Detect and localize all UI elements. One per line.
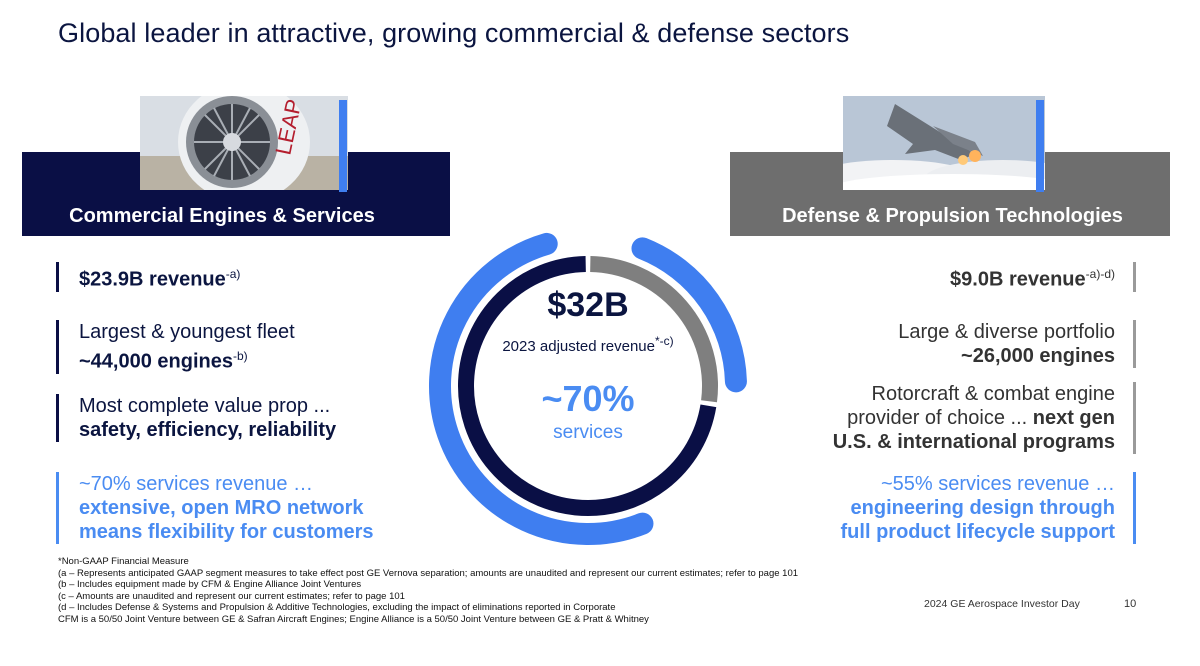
commercial-revenue-bullet: $23.9B revenue-a): [56, 262, 240, 292]
donut-defense-segment: [590, 256, 718, 403]
total-revenue-value: $32B: [547, 286, 629, 324]
defense-services-bullet: ~55% services revenue … engineering desi…: [841, 472, 1136, 544]
services-label: services: [553, 422, 623, 443]
fighter-jet-image: [843, 96, 1045, 190]
defense-revenue-bullet: $9.0B revenue-a)-d): [950, 262, 1136, 292]
jet-engine-image: LEAP: [140, 96, 348, 190]
footnote: (a – Represents anticipated GAAP segment…: [58, 567, 799, 579]
defense-header-title: Defense & Propulsion Technologies: [782, 205, 1123, 227]
donut-services-arc-lower: [429, 232, 654, 545]
defense-rotorcraft-bullet: Rotorcraft & combat engine provider of c…: [833, 382, 1136, 454]
footnote: *Non-GAAP Financial Measure: [58, 556, 189, 567]
image-accent-bar: [339, 100, 347, 192]
donut-services-arc: [631, 237, 747, 393]
commercial-header-title: Commercial Engines & Services: [69, 205, 375, 227]
footnote: (c – Amounts are unaudited and represent…: [58, 590, 405, 602]
services-percent: ~70%: [541, 378, 635, 419]
footnote: (b – Includes equipment made by CFM & En…: [58, 579, 362, 591]
image-accent-bar: [1036, 100, 1044, 192]
donut-commercial-segment: [458, 256, 717, 516]
commercial-fleet-bullet: Largest & youngest fleet ~44,000 engines…: [56, 320, 295, 374]
commercial-services-bullet: ~70% services revenue … extensive, open …: [56, 472, 374, 544]
total-revenue-label: 2023 adjusted revenue*-c): [502, 334, 674, 355]
commercial-value-prop-bullet: Most complete value prop ... safety, eff…: [56, 394, 336, 442]
page-title: Global leader in attractive, growing com…: [58, 18, 850, 48]
event-name: 2024 GE Aerospace Investor Day: [924, 598, 1080, 610]
footnotes: *Non-GAAP Financial Measure (a – Represe…: [58, 556, 798, 626]
footnote: (d – Includes Defense & Systems and Prop…: [58, 602, 616, 614]
page-number: 10: [1124, 598, 1137, 610]
footnote: CFM is a 50/50 Joint Venture between GE …: [58, 613, 649, 625]
defense-portfolio-bullet: Large & diverse portfolio ~26,000 engine…: [898, 320, 1136, 368]
revenue-donut-chart: [429, 232, 747, 545]
